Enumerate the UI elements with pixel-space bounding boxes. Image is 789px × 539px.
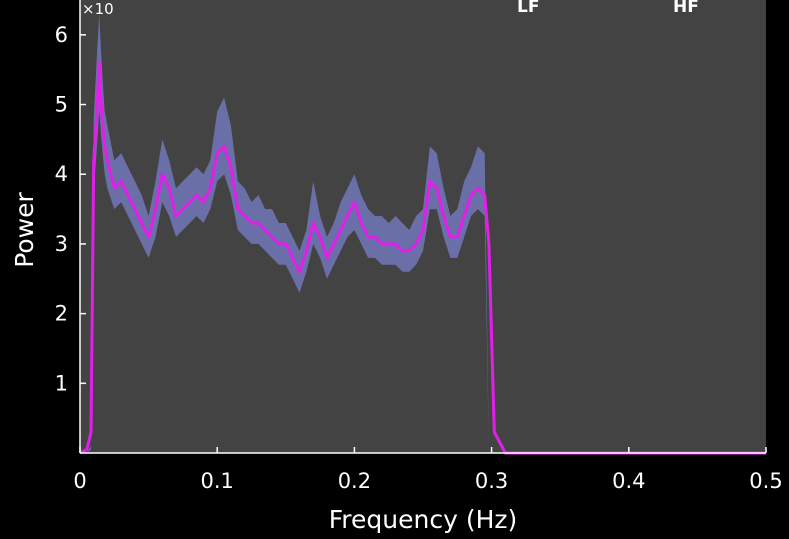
x-tick-label: 0.1 [200,469,233,493]
y-tick-label: 1 [55,371,68,395]
y-ticks: 1 2 3 4 5 6 [55,23,86,395]
y-tick-label: 5 [55,93,68,117]
x-tick-label: 0.3 [475,469,508,493]
y-axis-label: Power [10,191,39,267]
mean-power-line [79,61,766,455]
y-tick-label: 4 [55,162,68,186]
x-tick-label: 0.2 [338,469,371,493]
y-tick-label: 2 [55,302,68,326]
line-layer [79,61,766,455]
x-tick-label: 0 [73,469,86,493]
x-tick-label: 0.5 [749,469,782,493]
y-tick-label: 3 [55,232,68,256]
title-fragment-hf: HF [673,0,699,17]
band-layer [80,13,489,454]
title-fragment-lf: LF [517,0,539,17]
confidence-band [80,13,489,454]
x-ticks: 0 0.1 0.2 0.3 0.4 0.5 [73,447,783,493]
x-tick-label: 0.4 [612,469,645,493]
x-axis-label: Frequency (Hz) [329,505,518,534]
y-multiplier-label: ×10 [82,0,114,18]
y-tick-label: 6 [55,23,68,47]
